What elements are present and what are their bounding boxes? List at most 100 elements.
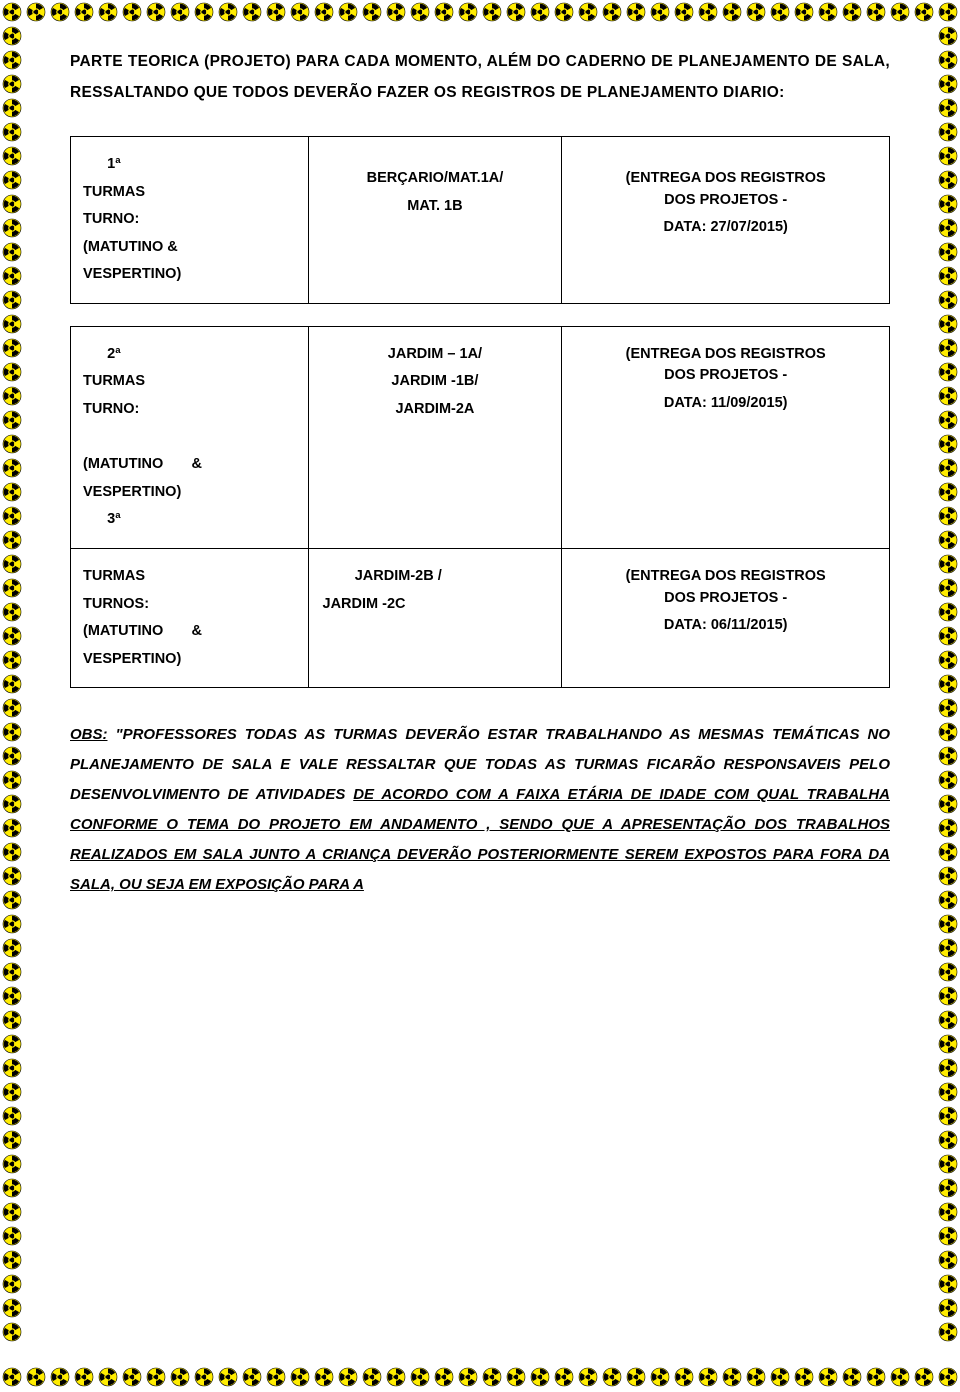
radiation-icon	[410, 2, 430, 22]
radiation-icon	[122, 2, 142, 22]
radiation-icon	[362, 2, 382, 22]
radiation-icon	[266, 1367, 286, 1387]
radiation-icon	[578, 1367, 598, 1387]
radiation-icon	[938, 1106, 958, 1126]
radiation-icon	[938, 146, 958, 166]
radiation-icon	[2, 266, 22, 286]
t2r1-turno: TURNO:	[83, 396, 296, 424]
radiation-icon	[938, 1178, 958, 1198]
radiation-icon	[938, 1226, 958, 1246]
radiation-icon	[770, 1367, 790, 1387]
radiation-icon	[890, 1367, 910, 1387]
radiation-icon	[938, 1367, 958, 1387]
radiation-icon	[530, 2, 550, 22]
radiation-icon	[2, 1202, 22, 1222]
radiation-icon	[2, 194, 22, 214]
radiation-icon	[842, 1367, 862, 1387]
radiation-icon	[842, 2, 862, 22]
radiation-icon	[386, 1367, 406, 1387]
radiation-icon	[626, 1367, 646, 1387]
radiation-icon	[938, 602, 958, 622]
radiation-icon	[338, 2, 358, 22]
radiation-icon	[938, 842, 958, 862]
radiation-icon	[554, 1367, 574, 1387]
radiation-icon	[362, 1367, 382, 1387]
t2r2-cell-turmas: (MATUTINO & VESPERTINO) 3ª	[71, 437, 309, 548]
t2r1-c1: JARDIM – 1A/	[321, 341, 550, 369]
radiation-icon	[2, 1154, 22, 1174]
radiation-icon	[938, 122, 958, 142]
radiation-icon	[2, 1058, 22, 1078]
radiation-icon	[2, 866, 22, 886]
radiation-icon	[2, 578, 22, 598]
radiation-icon	[218, 2, 238, 22]
t1-turmas: TURMAS	[83, 179, 296, 207]
radiation-icon	[938, 386, 958, 406]
radiation-icon	[290, 2, 310, 22]
t2r1-c2: JARDIM -1B/	[321, 368, 550, 396]
radiation-icon	[938, 674, 958, 694]
radiation-icon	[2, 794, 22, 814]
radiation-icon	[938, 2, 958, 22]
radiation-icon	[674, 1367, 694, 1387]
radiation-icon	[938, 698, 958, 718]
radiation-icon	[914, 1367, 934, 1387]
radiation-icon	[2, 434, 22, 454]
t2r3-cell-class: JARDIM-2B / JARDIM -2C	[308, 549, 562, 688]
radiation-icon	[458, 1367, 478, 1387]
radiation-icon	[626, 2, 646, 22]
t2r3-c2: JARDIM -2C	[323, 591, 550, 619]
t2r3-turnos: TURNOS:	[83, 591, 296, 619]
t2r1-cell-class: JARDIM – 1A/ JARDIM -1B/ JARDIM-2A	[308, 326, 562, 437]
radiation-icon	[2, 98, 22, 118]
t2r3-s2: VESPERTINO)	[83, 646, 296, 674]
radiation-icon	[938, 554, 958, 574]
radiation-icon	[146, 2, 166, 22]
radiation-icon	[938, 866, 958, 886]
t2r1-d2: DOS PROJETOS -	[574, 362, 877, 390]
radiation-icon	[938, 458, 958, 478]
radiation-icon	[2, 290, 22, 310]
radiation-icon	[2, 506, 22, 526]
radiation-icon	[2, 218, 22, 238]
radiation-icon	[938, 890, 958, 910]
radiation-icon	[890, 2, 910, 22]
radiation-icon	[482, 2, 502, 22]
t2r3-cell-date: (ENTREGA DOS REGISTROS DOS PROJETOS - DA…	[562, 549, 890, 688]
radiation-icon	[98, 1367, 118, 1387]
radiation-icon	[194, 1367, 214, 1387]
radiation-icon	[2, 1250, 22, 1270]
radiation-icon	[2, 26, 22, 46]
t1-d2: DOS PROJETOS -	[574, 187, 877, 215]
radiation-icon	[2, 1034, 22, 1054]
radiation-icon	[698, 2, 718, 22]
radiation-icon	[2, 722, 22, 742]
t2r2-s2: VESPERTINO)	[83, 479, 296, 507]
radiation-icon	[938, 986, 958, 1006]
radiation-icon	[938, 1034, 958, 1054]
radiation-icon	[602, 2, 622, 22]
t2r2-cell-date-empty	[562, 437, 890, 548]
t1-shift1: (MATUTINO &	[83, 234, 296, 262]
t2r3-s1: (MATUTINO &	[83, 618, 296, 646]
radiation-icon	[2, 890, 22, 910]
radiation-icon	[2, 650, 22, 670]
radiation-icon	[938, 362, 958, 382]
radiation-icon	[938, 626, 958, 646]
t2r2-s1: (MATUTINO &	[83, 451, 296, 479]
radiation-icon	[938, 26, 958, 46]
radiation-icon	[938, 410, 958, 430]
radiation-icon	[938, 74, 958, 94]
radiation-icon	[530, 1367, 550, 1387]
t2r3-c1: JARDIM-2B /	[323, 563, 550, 591]
radiation-icon	[2, 362, 22, 382]
t1-turno: TURNO:	[83, 206, 296, 234]
radiation-icon	[2, 338, 22, 358]
radiation-icon	[2, 770, 22, 790]
radiation-icon	[2, 1010, 22, 1030]
radiation-icon	[770, 2, 790, 22]
radiation-icon	[218, 1367, 238, 1387]
radiation-icon	[818, 2, 838, 22]
radiation-icon	[98, 2, 118, 22]
radiation-icon	[938, 722, 958, 742]
